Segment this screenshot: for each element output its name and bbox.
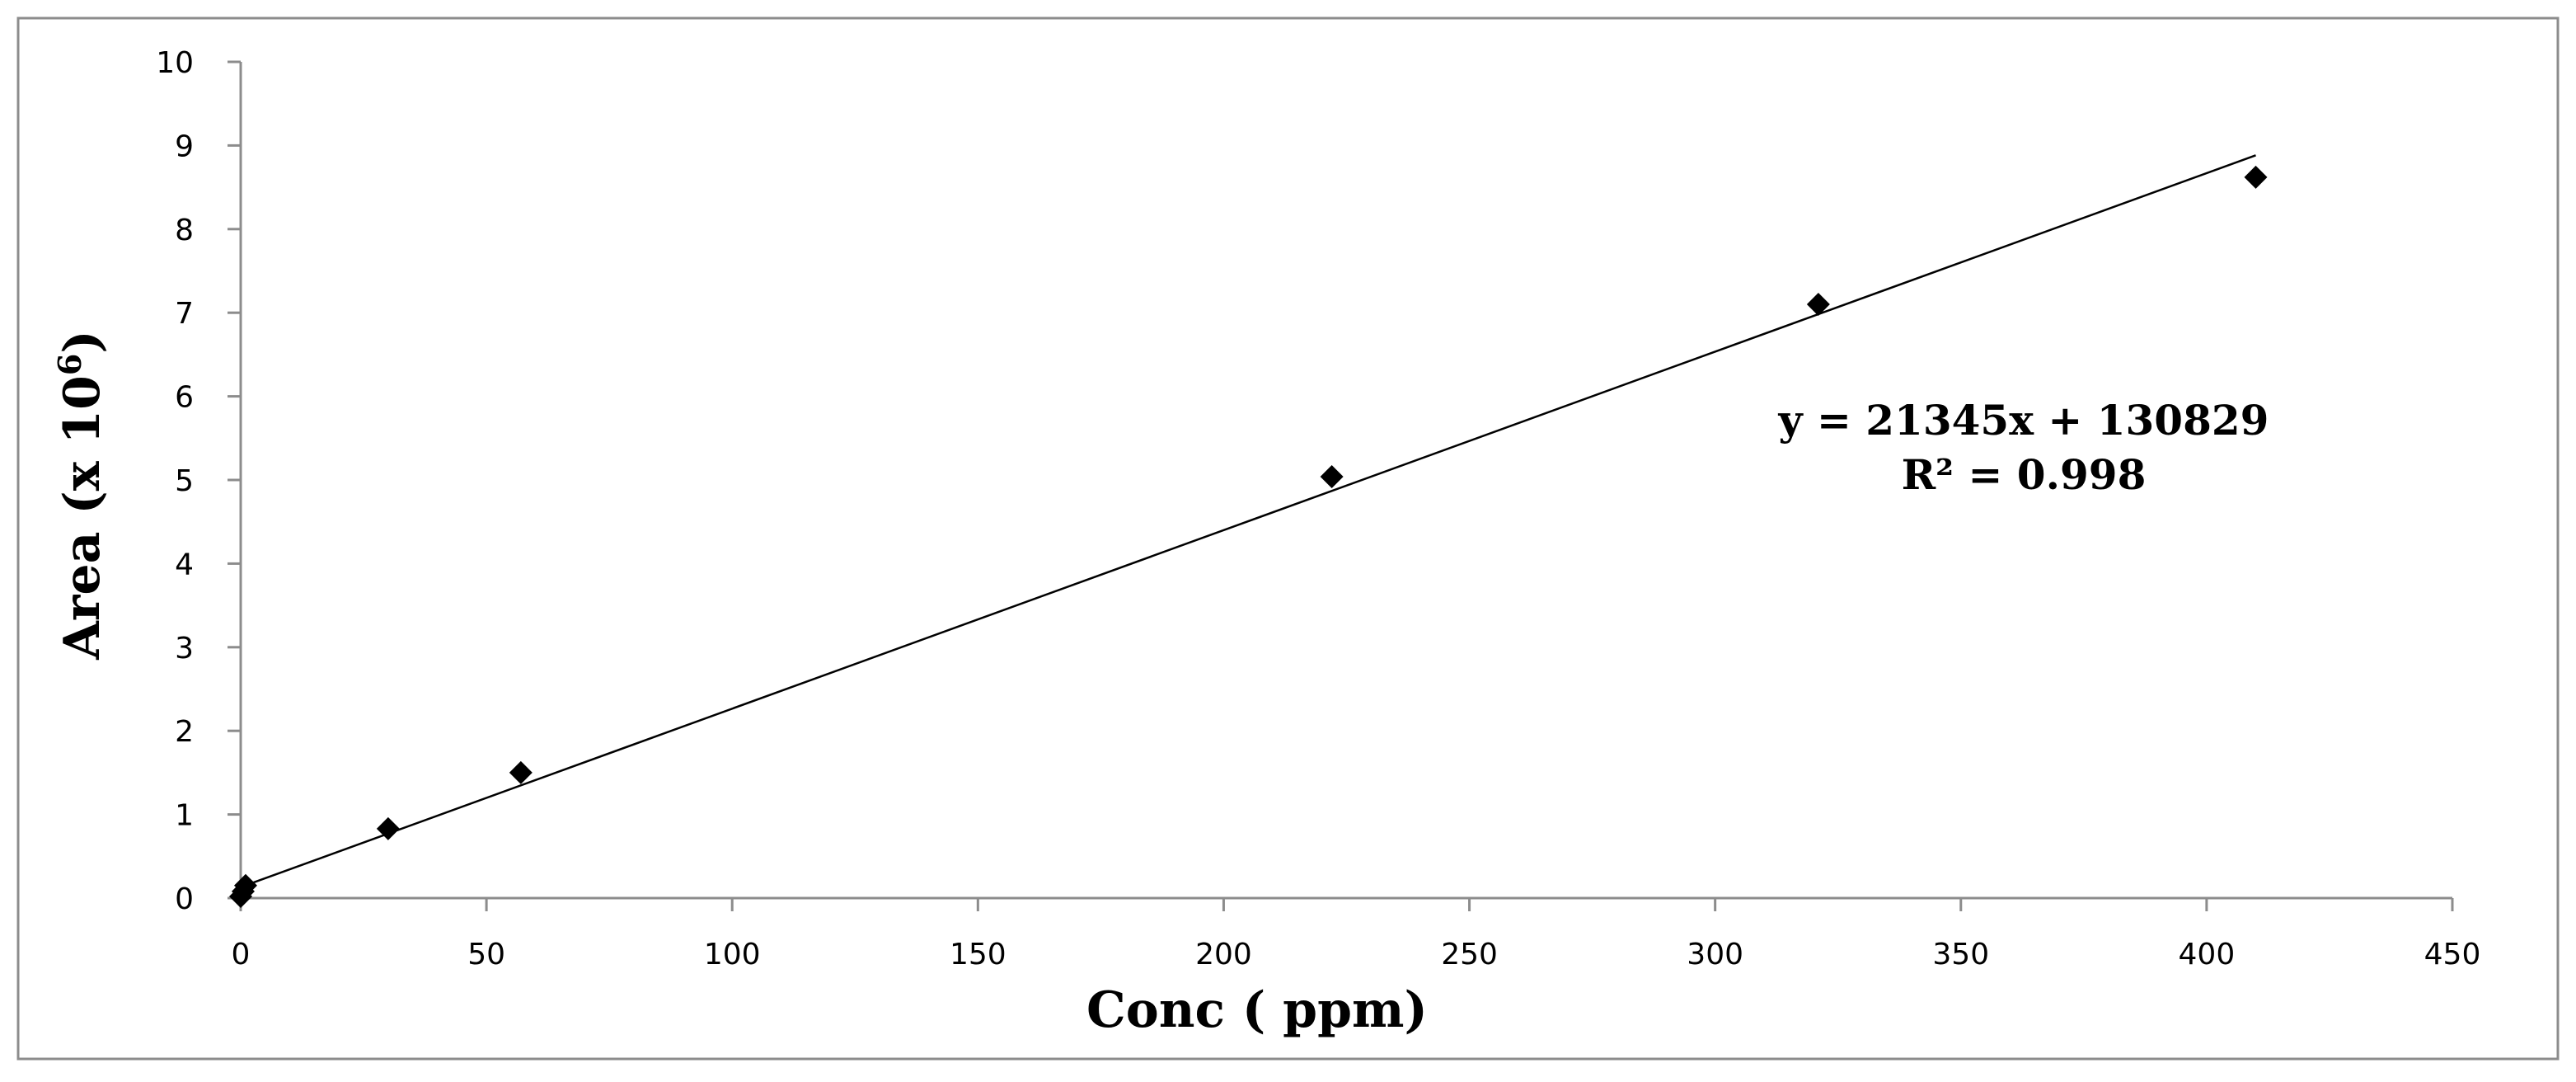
data-points <box>229 165 2268 908</box>
y-tick-label: 3 <box>175 632 194 666</box>
y-tick-label: 6 <box>175 381 194 415</box>
y-tick-label: 9 <box>175 129 194 163</box>
y-tick-label: 10 <box>156 46 194 80</box>
y-tick-label: 2 <box>175 715 194 749</box>
y-axis-title: Area (x 106) <box>51 330 111 661</box>
y-axis-title-exponent: 6 <box>51 354 88 375</box>
x-tick-label: 0 <box>232 938 251 971</box>
x-axis-ticks: 0 50 100 150 200 250 300 350 400 450 <box>232 898 2481 971</box>
chart-border <box>16 16 2560 1061</box>
y-tick-label: 0 <box>175 882 194 916</box>
y-tick-label: 7 <box>175 297 194 331</box>
data-point-diamond <box>1320 464 1344 488</box>
r-squared-label: R² = 0.998 <box>1902 450 2147 499</box>
x-tick-label: 350 <box>1932 938 1989 971</box>
data-point-diamond <box>376 816 400 840</box>
y-tick-label: 5 <box>175 464 194 498</box>
linear-trendline <box>240 154 2256 888</box>
x-tick-label: 450 <box>2424 938 2481 971</box>
x-tick-label: 100 <box>704 938 761 971</box>
y-tick-label: 8 <box>175 214 194 247</box>
y-tick-label: 1 <box>175 799 194 833</box>
x-tick-label: 50 <box>467 938 505 971</box>
x-axis-title: Conc ( ppm) <box>1086 981 1428 1039</box>
x-tick-label: 150 <box>950 938 1006 971</box>
data-point-diamond <box>2244 165 2268 189</box>
y-axis-ticks: 0 1 2 3 4 5 6 7 8 9 10 <box>156 46 241 916</box>
trendline-equation: y = 21345x + 130829 <box>1778 396 2269 445</box>
x-tick-label: 200 <box>1195 938 1252 971</box>
y-tick-label: 4 <box>175 548 194 581</box>
x-tick-label: 250 <box>1441 938 1498 971</box>
data-point-diamond <box>1806 293 1830 317</box>
x-tick-label: 300 <box>1687 938 1743 971</box>
data-point-diamond <box>233 873 257 897</box>
x-tick-label: 400 <box>2179 938 2236 971</box>
data-point-diamond <box>509 760 533 784</box>
y-axis-title-close: ) <box>54 330 111 353</box>
y-axis-title-base: Area (x 10 <box>54 375 111 661</box>
